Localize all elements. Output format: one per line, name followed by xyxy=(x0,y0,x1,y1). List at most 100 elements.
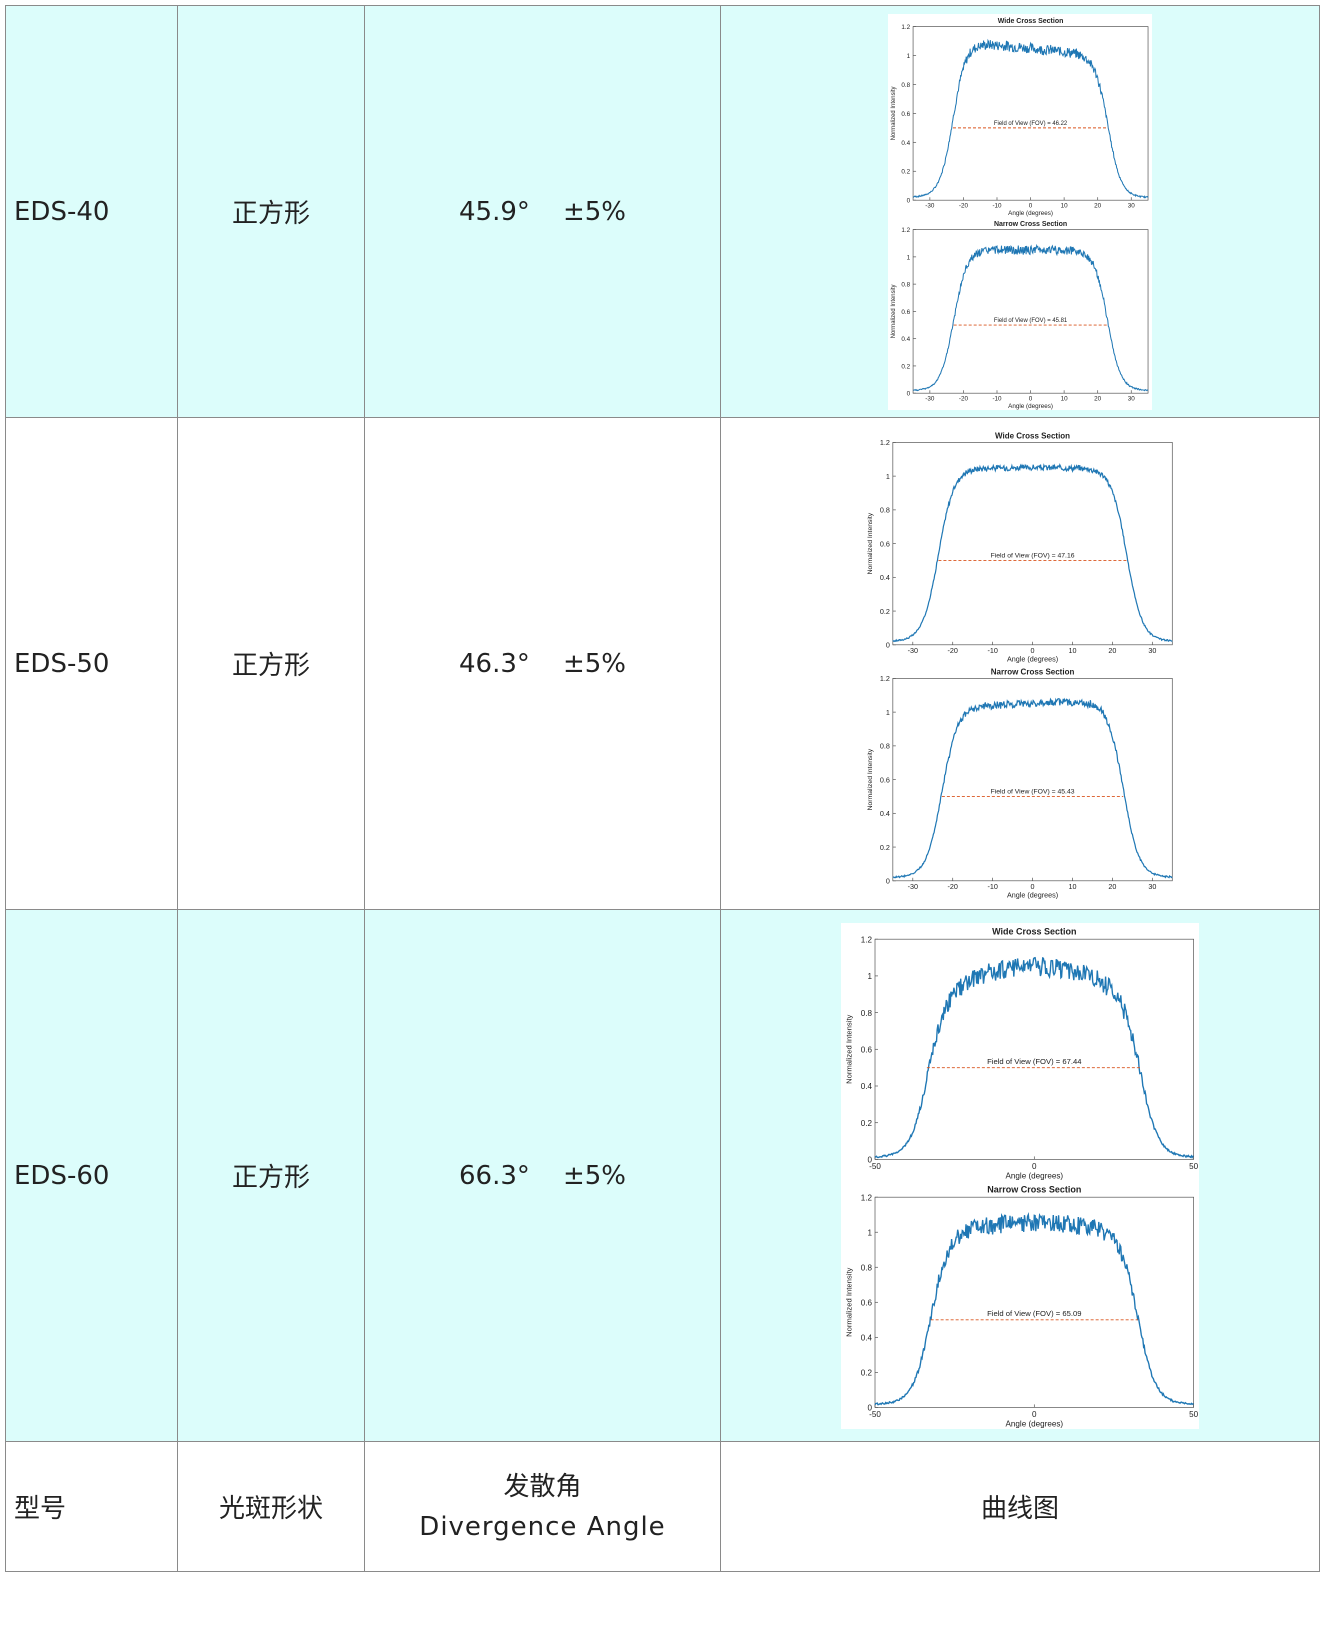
x-tick-label: -30 xyxy=(925,202,935,209)
y-tick-label: 0.2 xyxy=(901,168,910,175)
x-axis-label: Angle (degrees) xyxy=(1008,402,1053,409)
y-tick-label: 0 xyxy=(907,390,911,397)
x-tick-label: 0 xyxy=(1031,646,1035,655)
y-axis-label: Normalized Intensity xyxy=(845,1267,854,1336)
x-tick-label: -50 xyxy=(869,1409,881,1418)
model-text: EDS-50 xyxy=(14,648,110,679)
shape-text: 正方形 xyxy=(231,651,310,681)
x-axis-label: Angle (degrees) xyxy=(1007,890,1058,899)
x-tick-label: -10 xyxy=(992,395,1002,402)
intensity-curve xyxy=(874,1211,1194,1406)
x-tick-label: 0 xyxy=(1029,202,1033,209)
chart-background xyxy=(863,663,1177,900)
x-tick-label: -20 xyxy=(959,202,969,209)
x-tick-label: -10 xyxy=(987,882,997,891)
narrow-cross-section-chart: Narrow Cross Section 0 0.2 0.4 0.6 0.8 1 1.2 -30… xyxy=(863,663,1177,900)
shape-cell: 正方形 xyxy=(177,417,365,910)
y-axis-label: Normalized Intensity xyxy=(891,86,897,140)
y-tick-label: 0 xyxy=(867,1155,872,1164)
narrow-cross-section-chart: Narrow Cross Section 0 0.2 0.4 0.6 0.8 1 1.2 -30… xyxy=(888,216,1152,410)
angle-cell: 46.3° ±5% xyxy=(364,417,721,910)
x-tick-label: 10 xyxy=(1061,395,1069,402)
wide-cross-section-chart: Wide Cross Section 0 0.2 0.4 0.6 0.8 1 1.2 -30 -2… xyxy=(863,427,1177,664)
angle-value: 46.3° xyxy=(459,648,530,679)
y-tick-label: 0 xyxy=(867,1403,872,1412)
chart-background xyxy=(863,427,1177,664)
y-tick-label: 0.2 xyxy=(861,1368,873,1377)
chart-pair: Wide Cross Section 0 0.2 0.4 0.6 0.8 1 1.2 -30 -2… xyxy=(863,427,1177,900)
fov-annotation: Field of View (FOV) = 65.09 xyxy=(987,1309,1081,1318)
chart-background xyxy=(841,922,1199,1181)
y-tick-label: 1.2 xyxy=(861,935,873,944)
fov-annotation: Field of View (FOV) = 67.44 xyxy=(987,1057,1082,1066)
header-shape: 光斑形状 xyxy=(177,1441,365,1572)
x-tick-label: -20 xyxy=(948,882,958,891)
x-tick-label: 20 xyxy=(1094,395,1102,402)
angle-cell: 45.9° ±5% xyxy=(364,5,721,418)
x-tick-label: 10 xyxy=(1068,882,1076,891)
header-model-label: 型号 xyxy=(14,1494,67,1524)
x-tick-label: 30 xyxy=(1148,882,1156,891)
y-tick-label: 0.8 xyxy=(861,1008,873,1017)
y-tick-label: 1 xyxy=(867,972,872,981)
angle-value: 45.9° xyxy=(459,196,530,227)
y-tick-label: 0.6 xyxy=(861,1298,873,1307)
angle-cell: 66.3° ±5% xyxy=(364,909,721,1442)
y-tick-label: 0.2 xyxy=(880,842,890,851)
narrow-cross-section-chart: Narrow Cross Section 0 0.2 0.4 0.6 0.8 1 1.2 -50… xyxy=(841,1180,1199,1429)
x-tick-label: -10 xyxy=(987,646,997,655)
shape-text: 正方形 xyxy=(231,199,310,229)
header-model: 型号 xyxy=(5,1441,178,1572)
y-tick-label: 1.2 xyxy=(901,24,910,31)
header-curve-label: 曲线图 xyxy=(980,1494,1059,1524)
y-tick-label: 0 xyxy=(886,640,890,649)
x-tick-label: 0 xyxy=(1029,395,1033,402)
y-tick-label: 0.4 xyxy=(861,1082,873,1091)
x-tick-label: -30 xyxy=(908,882,918,891)
x-tick-label: 30 xyxy=(1148,646,1156,655)
chart-pair: Wide Cross Section 0 0.2 0.4 0.6 0.8 1 1.2 -50 0 5… xyxy=(841,922,1199,1429)
y-tick-label: 1.2 xyxy=(880,438,890,447)
chart-background xyxy=(841,1180,1199,1429)
intensity-curve xyxy=(892,697,1173,879)
y-tick-label: 0.6 xyxy=(880,775,890,784)
chart-title: Narrow Cross Section xyxy=(991,667,1075,676)
y-tick-label: 0.8 xyxy=(901,281,910,288)
wide-cross-section-chart: Wide Cross Section 0 0.2 0.4 0.6 0.8 1 1.2 -30 -2… xyxy=(888,13,1152,217)
x-tick-label: 50 xyxy=(1189,1161,1199,1170)
table-row: EDS-40 正方形 45.9° ±5% Wide Cross Section 0… xyxy=(5,5,1320,418)
y-tick-label: 0.4 xyxy=(861,1333,873,1342)
y-tick-label: 0.2 xyxy=(861,1118,873,1127)
angle-value: 66.3° xyxy=(459,1160,530,1191)
y-axis-label: Normalized Intensity xyxy=(867,512,874,574)
y-tick-label: 0.4 xyxy=(880,573,890,582)
x-axis-label: Angle (degrees) xyxy=(1006,1171,1064,1180)
y-tick-label: 0.2 xyxy=(901,363,910,370)
x-tick-label: 30 xyxy=(1128,202,1136,209)
chart-title: Wide Cross Section xyxy=(992,926,1076,936)
y-tick-label: 0.2 xyxy=(880,606,890,615)
shape-cell: 正方形 xyxy=(177,909,365,1442)
chart-cell: Wide Cross Section 0 0.2 0.4 0.6 0.8 1 1.2 -50 0 5… xyxy=(720,909,1320,1442)
y-tick-label: 1 xyxy=(907,254,911,261)
fov-annotation: Field of View (FOV) = 45.81 xyxy=(994,318,1068,324)
y-tick-label: 0.4 xyxy=(901,336,910,343)
angle-tolerance: ±5% xyxy=(562,196,626,227)
x-tick-label: 30 xyxy=(1128,395,1136,402)
header-angle-en: Divergence Angle xyxy=(419,1511,666,1542)
chart-cell: Wide Cross Section 0 0.2 0.4 0.6 0.8 1 1.2 -30 -2… xyxy=(720,417,1320,910)
y-tick-label: 0.6 xyxy=(861,1045,873,1054)
y-tick-label: 1.2 xyxy=(880,674,890,683)
y-tick-label: 0.4 xyxy=(901,139,910,146)
fov-annotation: Field of View (FOV) = 46.22 xyxy=(994,121,1067,127)
model-text: EDS-60 xyxy=(14,1160,110,1191)
y-axis-label: Normalized Intensity xyxy=(845,1014,854,1083)
header-row: 型号 光斑形状 发散角 Divergence Angle 曲线图 xyxy=(5,1441,1320,1572)
model-cell: EDS-60 xyxy=(5,909,178,1442)
shape-text: 正方形 xyxy=(231,1163,310,1193)
y-tick-label: 0.8 xyxy=(901,81,910,88)
chart-cell: Wide Cross Section 0 0.2 0.4 0.6 0.8 1 1.2 -30 -2… xyxy=(720,5,1320,418)
y-axis-label: Normalized Intensity xyxy=(891,284,897,338)
intensity-curve xyxy=(912,38,1149,199)
